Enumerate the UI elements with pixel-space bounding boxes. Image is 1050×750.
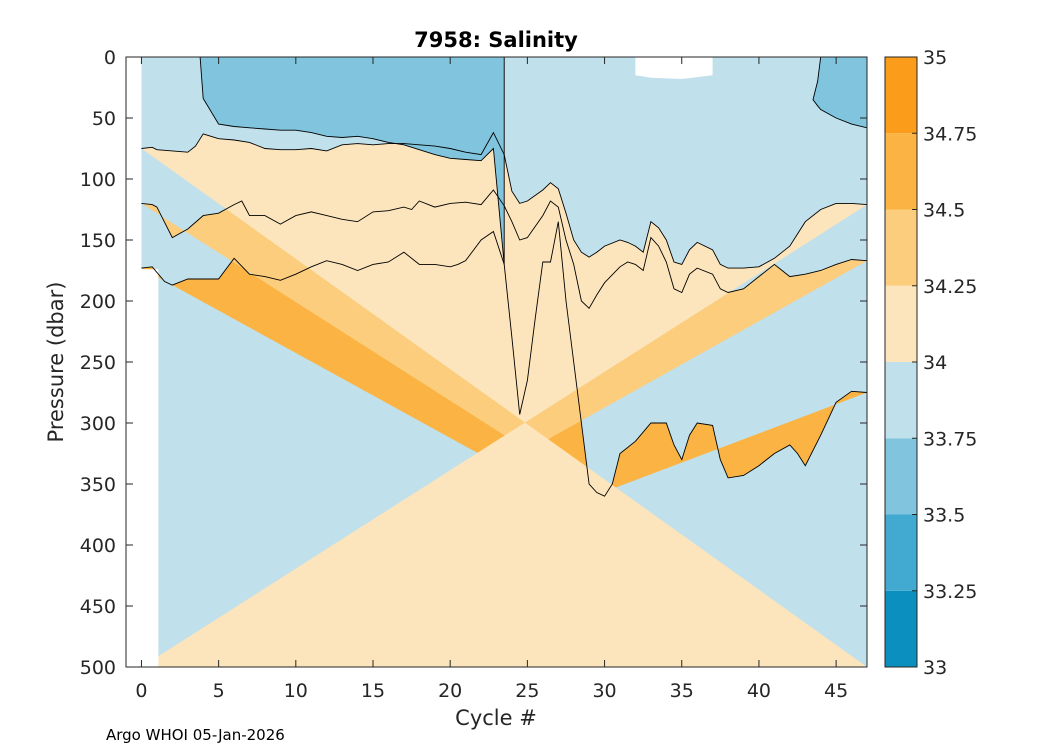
colorbar-band <box>885 590 917 667</box>
y-tick-label: 250 <box>80 352 116 374</box>
colorbar-tick-label: 34 <box>923 352 947 374</box>
x-tick-label: 0 <box>135 680 147 702</box>
colorbar-band <box>885 209 917 286</box>
y-tick-label: 400 <box>80 535 116 557</box>
colorbar-band <box>885 285 917 362</box>
contour-line-band-34.25-34.50 <box>141 189 867 310</box>
credit-text: Argo WHOI 05-Jan-2026 <box>106 726 285 744</box>
colorbar-tick-label: 34.75 <box>923 123 977 145</box>
y-tick-label: 150 <box>80 230 116 252</box>
y-tick-label: 500 <box>80 657 116 679</box>
colorbar-tick-label: 33.5 <box>923 505 965 527</box>
contour-line-band-34.00-34.25 <box>141 131 867 269</box>
contour-line-band-33.50-33.75 <box>199 57 505 265</box>
x-tick-label: 40 <box>747 680 771 702</box>
colorbar-band <box>885 514 917 591</box>
colorbar-tick-label: 34.5 <box>923 200 965 222</box>
y-tick-label: 300 <box>80 413 116 435</box>
colorbar-band <box>885 362 917 439</box>
x-tick-label: 10 <box>284 680 308 702</box>
colorbar-tick-label: 33.75 <box>923 428 977 450</box>
y-tick-label: 450 <box>80 596 116 618</box>
x-tick-label: 30 <box>592 680 616 702</box>
x-tick-label: 15 <box>361 680 385 702</box>
x-axis: 0 5 10 15 20 25 30 35 40 45 <box>135 57 848 702</box>
colorbar-band <box>885 133 917 210</box>
colorbar-tick-label: 33.25 <box>923 581 977 603</box>
band-33.50-33.75-right <box>813 57 867 128</box>
colorbar-band <box>885 438 917 515</box>
y-tick-label: 350 <box>80 474 116 496</box>
y-axis-label: Pressure (dbar) <box>44 282 68 443</box>
colorbar-tick-label: 35 <box>923 47 947 69</box>
y-tick-label: 0 <box>104 47 116 69</box>
x-axis-label: Cycle # <box>455 706 537 730</box>
contour-line-band-34.50-34.75 <box>141 221 867 497</box>
colorbar: 33 33.25 33.5 33.75 34 34.25 34.5 34.75 35 <box>884 47 977 679</box>
band-33.50-33.75 <box>200 57 505 265</box>
y-tick-label: 200 <box>80 291 116 313</box>
x-tick-label: 45 <box>824 680 848 702</box>
colorbar-band <box>885 57 917 134</box>
x-tick-label: 5 <box>213 680 225 702</box>
chart-title: 7958: Salinity <box>414 28 578 52</box>
colorbar-tick-label: 33 <box>923 657 947 679</box>
plot-area <box>126 57 867 667</box>
colorbar-tick-label: 34.25 <box>923 276 977 298</box>
x-tick-label: 20 <box>438 680 462 702</box>
x-tick-label: 35 <box>670 680 694 702</box>
missing-top-gap <box>635 57 713 79</box>
contour-line-band-33.50-33.75-right <box>812 57 867 129</box>
y-tick-label: 50 <box>92 108 116 130</box>
band-34.00-34.25 <box>141 132 867 667</box>
x-tick-label: 25 <box>515 680 539 702</box>
y-axis: 0 50 100 150 200 250 300 350 400 450 500 <box>80 47 867 679</box>
y-tick-label: 100 <box>80 169 116 191</box>
missing-left-gap <box>139 269 159 667</box>
